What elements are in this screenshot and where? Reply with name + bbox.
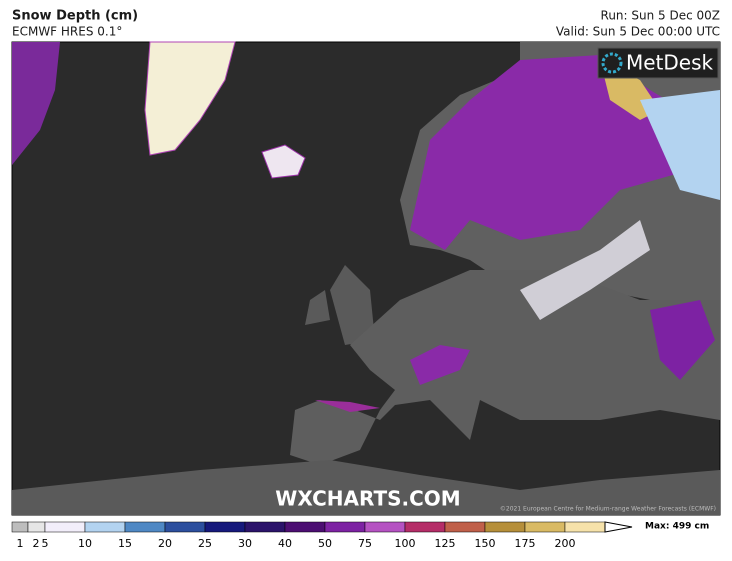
legend-label: 175 xyxy=(515,537,536,550)
legend-label: 150 xyxy=(475,537,496,550)
iceland xyxy=(261,144,306,179)
title: Snow Depth (cm) xyxy=(12,9,138,24)
legend-label: 2 xyxy=(33,537,40,550)
alps-snow xyxy=(410,345,470,385)
legend-max: Max: 499 cm xyxy=(645,522,709,532)
canada-snow xyxy=(12,42,60,165)
legend-label: 40 xyxy=(278,537,292,550)
caucasus-snow xyxy=(650,300,715,380)
map: MetDesk WXCHARTS.COM ©2021 European Cent… xyxy=(11,41,721,516)
legend-label: 100 xyxy=(395,537,416,550)
legend-label: 50 xyxy=(318,537,332,550)
ireland xyxy=(305,290,330,325)
legend-label: 30 xyxy=(238,537,252,550)
logo-box xyxy=(597,47,719,79)
legend-swatch xyxy=(364,521,406,533)
legend-swatch xyxy=(124,521,166,533)
legend-swatch xyxy=(44,521,86,533)
legend-label: 5 xyxy=(42,537,49,550)
legend-swatch xyxy=(84,521,126,533)
legend-swatch xyxy=(524,521,566,533)
plain-snow xyxy=(520,220,650,320)
legend-swatch xyxy=(11,521,29,533)
legend-label: 10 xyxy=(78,537,92,550)
legend-swatch xyxy=(244,521,286,533)
legend-label: 20 xyxy=(158,537,172,550)
model: ECMWF HRES 0.1° xyxy=(12,25,122,39)
legend-label: 25 xyxy=(198,537,212,550)
russia-snow xyxy=(640,90,720,200)
logo-icon xyxy=(601,52,623,74)
legend-swatch xyxy=(164,521,206,533)
legend-label: 75 xyxy=(358,537,372,550)
legend-swatch xyxy=(564,521,606,533)
valid: Valid: Sun 5 Dec 00:00 UTC xyxy=(556,25,720,39)
legend: 1 2 5 10 15 20 25 30 40 50 75 100 125 150 175 200 xyxy=(11,521,606,550)
watermark: WXCHARTS.COM xyxy=(275,487,460,511)
run: Run: Sun 5 Dec 00Z xyxy=(601,9,720,23)
greenland xyxy=(144,41,236,156)
legend-label: 1 xyxy=(17,537,24,550)
continent xyxy=(290,270,720,465)
legend-arrow xyxy=(604,521,633,533)
legend-swatch xyxy=(404,521,446,533)
legend-swatch xyxy=(27,521,46,533)
legend-swatch xyxy=(484,521,526,533)
logo: MetDesk xyxy=(626,51,714,75)
legend-label: 200 xyxy=(555,537,576,550)
copyright: ©2021 European Centre for Medium-range W… xyxy=(500,506,716,513)
legend-swatch xyxy=(324,521,366,533)
legend-label: 15 xyxy=(118,537,132,550)
legend-swatch xyxy=(204,521,246,533)
britain xyxy=(330,265,375,345)
legend-swatch xyxy=(284,521,326,533)
legend-swatch xyxy=(444,521,486,533)
legend-label: 125 xyxy=(435,537,456,550)
africa xyxy=(12,460,720,515)
pyrenees-snow xyxy=(315,400,380,412)
